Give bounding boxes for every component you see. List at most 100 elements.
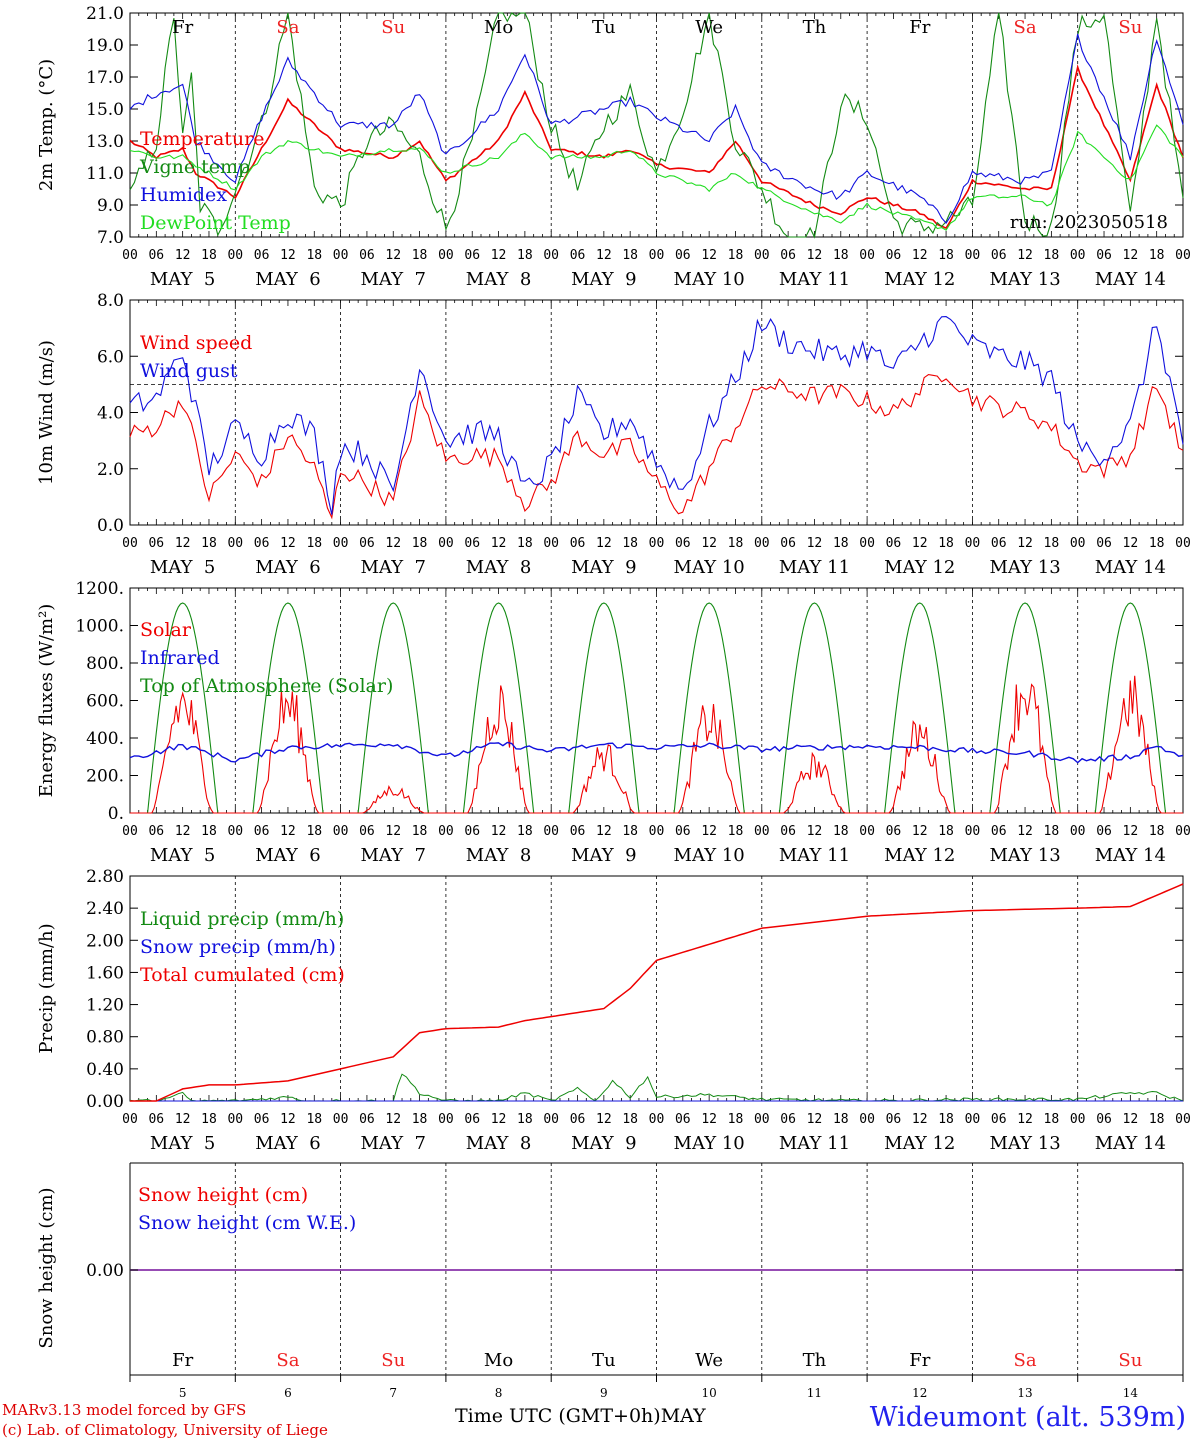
hour-tick-label: 06 <box>254 248 270 263</box>
day-label: MAY 12 <box>884 557 955 578</box>
day-label: MAY 13 <box>989 269 1060 290</box>
hour-tick-label: 18 <box>306 1112 322 1127</box>
weekday-label: Fr <box>172 1350 193 1371</box>
hour-tick-label: 12 <box>701 824 717 839</box>
legend-snow-height-cm-w-e-: Snow height (cm W.E.) <box>138 1212 356 1234</box>
weekday-label: Su <box>381 17 405 38</box>
hour-tick-label: 12 <box>175 824 191 839</box>
y-tick-label: 2.00 <box>86 931 124 951</box>
y-tick-label: 600. <box>86 692 124 712</box>
day-label: MAY 10 <box>674 269 745 290</box>
panel-2-frame <box>129 299 1184 526</box>
day-label: MAY 13 <box>989 557 1060 578</box>
series-red <box>129 64 1184 230</box>
y-axis-label: Precip (mm/h) <box>36 923 57 1053</box>
day-label: MAY 5 <box>150 557 215 578</box>
hour-tick-label: 12 <box>1123 536 1139 551</box>
hour-tick-label: 00 <box>649 824 665 839</box>
hour-tick-label: 18 <box>412 1112 428 1127</box>
day-label: MAY 5 <box>150 1133 215 1154</box>
hour-tick-label: 12 <box>1017 248 1033 263</box>
y-tick-label: 800. <box>86 654 124 674</box>
hour-tick-label: 00 <box>227 248 243 263</box>
hour-tick-label: 00 <box>754 536 770 551</box>
hour-tick-label: 12 <box>491 248 507 263</box>
hour-tick-label: 00 <box>754 824 770 839</box>
day-label: MAY 9 <box>571 1133 636 1154</box>
y-tick-label: 17.0 <box>86 68 124 88</box>
hour-tick-label: 00 <box>649 248 665 263</box>
hour-tick-label: 12 <box>385 536 401 551</box>
hour-tick-label: 00 <box>438 536 454 551</box>
hour-tick-label: 00 <box>543 248 559 263</box>
hour-tick-label: 12 <box>1123 248 1139 263</box>
day-label: MAY 14 <box>1095 1133 1166 1154</box>
y-axis-label: Snow height (cm) <box>36 1187 57 1348</box>
footer-copyright: (c) Lab. of Climatology, University of L… <box>2 1421 328 1439</box>
panel-5-frame <box>129 1162 1184 1375</box>
hour-tick-label: 12 <box>701 248 717 263</box>
weekday-label: Su <box>381 1350 405 1371</box>
hour-tick-label: 12 <box>385 248 401 263</box>
day-label: MAY 14 <box>1095 845 1166 866</box>
day-label: MAY 8 <box>466 845 531 866</box>
hour-tick-label: 18 <box>201 824 217 839</box>
hour-tick-label: 00 <box>649 1112 665 1127</box>
hour-tick-label: 18 <box>833 1112 849 1127</box>
hour-tick-label: 18 <box>517 248 533 263</box>
hour-tick-label: 18 <box>622 536 638 551</box>
y-tick-label: 400. <box>86 729 124 749</box>
hour-tick-label: 12 <box>1123 824 1139 839</box>
day-label: MAY 12 <box>884 845 955 866</box>
hour-tick-label: 06 <box>675 1112 691 1127</box>
legend-top-of-atmosphere-solar-: Top of Atmosphere (Solar) <box>140 675 393 697</box>
footer-model: MARv3.13 model forced by GFS <box>2 1401 247 1419</box>
y-tick-label: 0.0 <box>97 516 124 536</box>
hour-tick-label: 18 <box>622 248 638 263</box>
hour-tick-label: 06 <box>780 536 796 551</box>
weekday-label: Su <box>1118 1350 1142 1371</box>
y-tick-label: 0.00 <box>86 1261 124 1281</box>
hour-tick-label: 06 <box>886 824 902 839</box>
hour-tick-label: 18 <box>306 824 322 839</box>
day-label: MAY 13 <box>989 1133 1060 1154</box>
hour-tick-label: 18 <box>412 536 428 551</box>
hour-tick-label: 18 <box>938 1112 954 1127</box>
hour-tick-label: 00 <box>1070 824 1086 839</box>
hour-tick-label: 06 <box>254 824 270 839</box>
day-number: 14 <box>1123 1386 1139 1400</box>
hour-tick-label: 00 <box>859 824 875 839</box>
y-tick-label: 2.40 <box>86 899 124 919</box>
day-label: MAY 9 <box>571 269 636 290</box>
hour-tick-label: 18 <box>1149 1112 1165 1127</box>
series-total <box>130 883 1184 1102</box>
hour-tick-label: 00 <box>965 1112 981 1127</box>
hour-tick-label: 12 <box>491 536 507 551</box>
weekday-label: Fr <box>909 1350 930 1371</box>
legend-solar: Solar <box>140 619 192 641</box>
hour-tick-label: 18 <box>728 248 744 263</box>
hour-tick-label: 12 <box>701 536 717 551</box>
y-tick-label: 11.0 <box>86 164 124 184</box>
hour-tick-label: 18 <box>517 536 533 551</box>
hour-tick-label: 18 <box>938 536 954 551</box>
hour-tick-label: 12 <box>1017 824 1033 839</box>
hour-tick-label: 18 <box>938 824 954 839</box>
hour-tick-label: 12 <box>1017 536 1033 551</box>
hour-tick-label: 00 <box>227 1112 243 1127</box>
hour-tick-label: 12 <box>596 536 612 551</box>
hour-tick-label: 18 <box>1044 824 1060 839</box>
day-number: 11 <box>807 1386 822 1400</box>
weekday-label: Fr <box>909 17 930 38</box>
hour-tick-label: 00 <box>333 536 349 551</box>
day-label: MAY 7 <box>361 1133 426 1154</box>
hour-tick-label: 06 <box>570 1112 586 1127</box>
weekday-label: Sa <box>276 1350 299 1371</box>
y-axis-label: Energy fluxes (W/m²) <box>36 604 57 798</box>
hour-tick-label: 06 <box>991 824 1007 839</box>
hour-tick-label: 12 <box>912 248 928 263</box>
hour-tick-label: 06 <box>991 248 1007 263</box>
day-label: MAY 6 <box>255 1133 320 1154</box>
y-tick-label: 19.0 <box>86 36 124 56</box>
